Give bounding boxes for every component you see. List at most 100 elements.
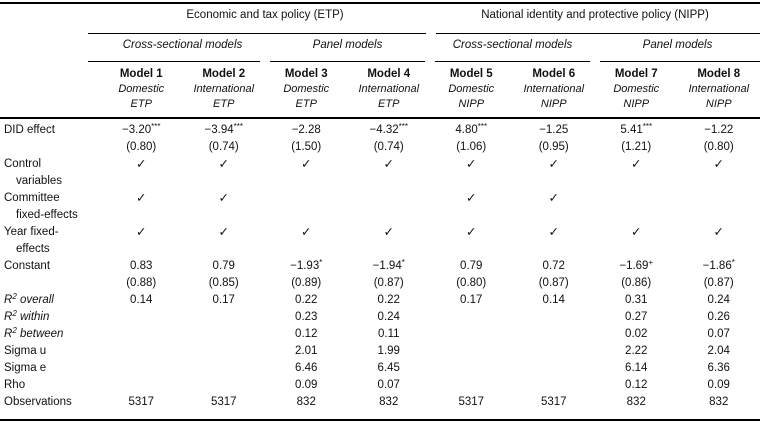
value-cell: 0.27 — [625, 311, 648, 323]
model-subtitle-type: International — [358, 83, 420, 95]
value-cell: 5317 — [540, 396, 567, 408]
subgroup-underline — [435, 61, 590, 62]
empty-cell — [265, 207, 348, 224]
subgroup-panel-nipp: Panel models — [595, 34, 760, 62]
header-spacer — [0, 4, 100, 34]
value-cell: (0.88) — [126, 277, 157, 289]
value-cell: 0.09 — [707, 379, 730, 391]
subgroup-title: Cross-sectional models — [452, 39, 573, 51]
model-name: Model 1 — [119, 68, 163, 80]
model-subtitle-type: Domestic — [613, 83, 660, 95]
checkmark-icon: ✓ — [548, 191, 559, 205]
table-row-sigma-u: Sigma u 2.01 1.99 2.22 2.04 — [0, 343, 760, 360]
empty-cell — [430, 377, 513, 394]
value-cell: (0.87) — [538, 277, 569, 289]
empty-cell — [183, 309, 266, 326]
empty-cell — [430, 326, 513, 343]
row-label: fixed-effects — [16, 209, 78, 221]
model-subtitle-policy: NIPP — [540, 98, 567, 110]
value-cell: 0.72 — [542, 260, 565, 272]
value-cell: 832 — [709, 396, 729, 408]
value-cell: 0.17 — [212, 294, 235, 306]
row-label: variables — [16, 175, 63, 187]
model-name: Model 6 — [532, 68, 576, 80]
checkmark-icon: ✓ — [218, 157, 229, 171]
value-cell: 0.31 — [625, 294, 648, 306]
model-header-3: Model 3 Domestic ETP — [265, 66, 348, 112]
value-cell: 2.04 — [707, 345, 730, 357]
checkmark-icon: ✓ — [301, 225, 312, 239]
row-label: R2 within — [4, 309, 50, 324]
checkmark-icon: ✓ — [136, 225, 147, 239]
empty-cell — [265, 173, 348, 190]
subgroup-header-row: Cross-sectional models Panel models Cros… — [0, 34, 760, 62]
value-cell: 0.83 — [130, 260, 153, 272]
subgroup-title: Panel models — [642, 39, 713, 51]
subgroup-cross-sectional-nipp: Cross-sectional models — [430, 34, 595, 62]
value-cell: (0.89) — [291, 277, 322, 289]
model-header-1: Model 1 Domestic ETP — [100, 66, 183, 112]
value-cell: 0.17 — [460, 294, 483, 306]
value-cell: (0.74) — [208, 141, 239, 153]
value-cell: −1.94* — [372, 258, 405, 273]
table-row-constant: Constant 0.83 0.79 −1.93* −1.94* 0.79 0.72 −1.6… — [0, 258, 760, 275]
empty-cell — [348, 207, 431, 224]
value-cell: 6.45 — [377, 362, 400, 374]
model-subtitle-type: International — [523, 83, 585, 95]
subgroup-underline — [600, 61, 760, 62]
model-subtitle-policy: ETP — [295, 98, 317, 110]
header-body-rule — [0, 117, 760, 119]
value-cell: (0.87) — [373, 277, 404, 289]
table-row-year-fixed-effects: Year fixed- ✓ ✓ ✓ ✓ ✓ ✓ ✓ ✓ — [0, 224, 760, 241]
model-subtitle-type: International — [193, 83, 255, 95]
row-label: Constant — [4, 260, 51, 272]
group-underline — [88, 33, 426, 34]
table-row-committee-fixed-effects: Committee ✓ ✓ ✓ ✓ — [0, 190, 760, 207]
empty-cell — [183, 326, 266, 343]
empty-cell — [513, 343, 596, 360]
checkmark-icon: ✓ — [466, 157, 477, 171]
empty-cell — [183, 377, 266, 394]
value-cell: 6.14 — [625, 362, 648, 374]
value-cell: (1.06) — [456, 141, 487, 153]
header-spacer — [0, 34, 100, 62]
empty-cell — [183, 343, 266, 360]
empty-cell — [678, 241, 760, 258]
models-row: Model 1 Domestic ETP Model 2 International ET… — [0, 62, 760, 117]
empty-cell — [430, 173, 513, 190]
empty-cell — [100, 343, 183, 360]
table-row-r2-within: R2 within 0.23 0.24 0.27 0.26 — [0, 309, 760, 326]
empty-cell — [595, 241, 678, 258]
empty-cell — [513, 360, 596, 377]
subgroup-title: Cross-sectional models — [122, 39, 243, 51]
empty-cell — [430, 343, 513, 360]
empty-cell — [100, 207, 183, 224]
empty-cell — [513, 309, 596, 326]
empty-cell — [100, 360, 183, 377]
checkmark-icon: ✓ — [383, 157, 394, 171]
model-subtitle-type: Domestic — [283, 83, 330, 95]
row-label: effects — [16, 243, 50, 255]
value-cell: (0.80) — [456, 277, 487, 289]
row-label — [0, 275, 100, 292]
group-underline — [436, 33, 760, 34]
group-header-etp: Economic and tax policy (ETP) — [88, 4, 430, 34]
row-label: R2 overall — [4, 292, 54, 307]
value-cell: −3.94*** — [204, 122, 243, 137]
subgroup-title: Panel models — [312, 39, 383, 51]
empty-cell — [348, 241, 431, 258]
empty-cell — [183, 360, 266, 377]
checkmark-icon: ✓ — [218, 191, 229, 205]
checkmark-icon: ✓ — [383, 225, 394, 239]
value-cell: (0.80) — [703, 141, 734, 153]
model-name: Model 5 — [449, 68, 493, 80]
empty-cell — [100, 173, 183, 190]
empty-cell — [265, 241, 348, 258]
table-body: DID effect −3.20*** −3.94*** −2.28 −4.32*** 4… — [0, 119, 760, 411]
checkmark-icon: ✓ — [136, 191, 147, 205]
value-cell: (0.87) — [703, 277, 734, 289]
row-label: Year fixed- — [4, 226, 59, 238]
value-cell: 6.46 — [295, 362, 318, 374]
value-cell: (0.80) — [126, 141, 157, 153]
